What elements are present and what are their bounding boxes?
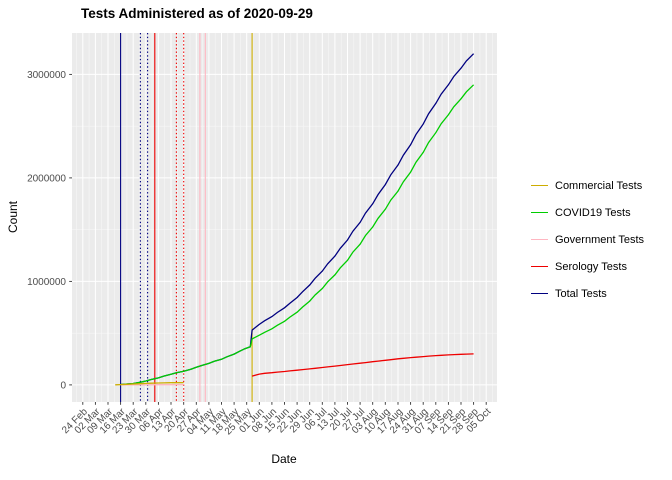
legend-key-line (531, 266, 548, 267)
y-tick-label: 2000000 (27, 173, 66, 184)
legend-item-label: Commercial Tests (555, 179, 643, 192)
y-axis-title: Count (6, 200, 20, 234)
legend-key-line (531, 185, 548, 186)
legend: Commercial Tests COVID19 Tests Government … (531, 172, 644, 307)
chart-title: Tests Administered as of 2020-09-29 (81, 6, 313, 21)
legend-item-government-tests: Government Tests (531, 226, 644, 253)
legend-item-label: COVID19 Tests (555, 206, 631, 219)
x-axis-title: Date (271, 452, 297, 466)
legend-item-label: Government Tests (555, 233, 645, 246)
legend-item-serology-tests: Serology Tests (531, 253, 644, 280)
legend-item-total-tests: Total Tests (531, 280, 644, 307)
series-line-covid19-tests (120, 84, 475, 386)
y-tick-label: 3000000 (27, 70, 66, 81)
grid-minor (72, 33, 497, 402)
legend-key-line (531, 212, 548, 213)
legend-item-covid19-tests: COVID19 Tests (531, 199, 644, 226)
series-line-serology-tests (251, 353, 474, 377)
series-line-commercial-tests (115, 381, 184, 386)
legend-key-line (531, 293, 548, 294)
grid-major (72, 33, 497, 402)
y-tick-label: 0 (60, 380, 66, 391)
legend-key-line (531, 239, 548, 240)
legend-item-label: Total Tests (555, 287, 607, 300)
legend-item-commercial-tests: Commercial Tests (531, 172, 644, 199)
y-tick-label: 1000000 (27, 277, 66, 288)
series-lines (115, 53, 475, 386)
legend-item-label: Serology Tests (555, 260, 627, 273)
